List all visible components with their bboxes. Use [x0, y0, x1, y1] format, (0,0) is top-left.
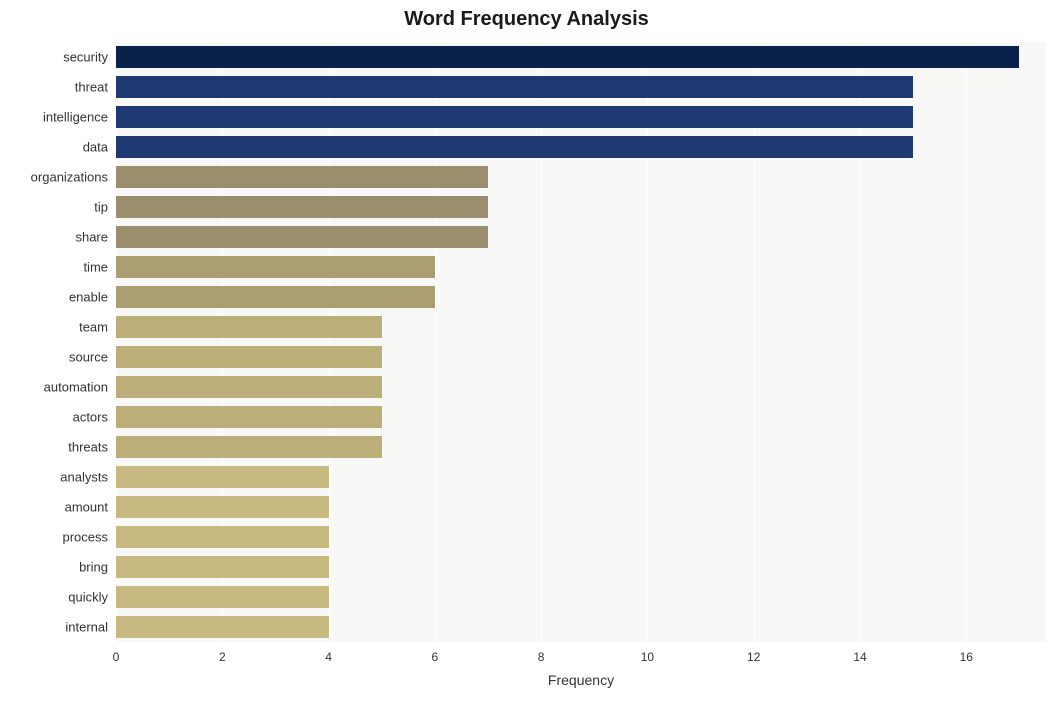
bar-row: [116, 316, 1046, 339]
bar: [116, 616, 329, 639]
bar-row: [116, 556, 1046, 579]
y-tick-label: quickly: [0, 590, 108, 605]
bar: [116, 196, 488, 219]
bar-row: [116, 496, 1046, 519]
bar: [116, 346, 382, 369]
bar: [116, 136, 913, 159]
x-tick-label: 6: [432, 650, 439, 664]
bar: [116, 556, 329, 579]
bar-row: [116, 226, 1046, 249]
gridline: [754, 42, 755, 642]
x-axis-label: Frequency: [116, 672, 1046, 688]
bar: [116, 376, 382, 399]
gridline: [435, 42, 436, 642]
gridline: [116, 42, 117, 642]
gridline: [222, 42, 223, 642]
bar: [116, 286, 435, 309]
bar-row: [116, 346, 1046, 369]
x-tick-label: 16: [960, 650, 973, 664]
y-tick-label: threat: [0, 80, 108, 95]
x-tick-label: 0: [113, 650, 120, 664]
bar: [116, 406, 382, 429]
bar: [116, 166, 488, 189]
bar-row: [116, 196, 1046, 219]
bar: [116, 106, 913, 129]
y-tick-label: bring: [0, 560, 108, 575]
gridline: [541, 42, 542, 642]
bar-row: [116, 616, 1046, 639]
y-tick-label: tip: [0, 200, 108, 215]
bar-row: [116, 586, 1046, 609]
y-tick-label: threats: [0, 440, 108, 455]
word-frequency-chart: Word Frequency Analysis Frequency 0 2 4 6 8 1…: [0, 0, 1053, 701]
y-tick-label: time: [0, 260, 108, 275]
bar: [116, 256, 435, 279]
bar: [116, 586, 329, 609]
bar-row: [116, 526, 1046, 549]
y-tick-label: actors: [0, 410, 108, 425]
x-tick-label: 8: [538, 650, 545, 664]
gridline: [966, 42, 967, 642]
y-tick-label: share: [0, 230, 108, 245]
y-tick-label: internal: [0, 620, 108, 635]
bar-row: [116, 46, 1046, 69]
bar-row: [116, 76, 1046, 99]
y-tick-label: enable: [0, 290, 108, 305]
x-tick-label: 12: [747, 650, 760, 664]
bar-row: [116, 376, 1046, 399]
y-tick-label: amount: [0, 500, 108, 515]
gridline: [860, 42, 861, 642]
y-tick-label: data: [0, 140, 108, 155]
bar: [116, 226, 488, 249]
y-tick-label: organizations: [0, 170, 108, 185]
bar: [116, 46, 1019, 69]
y-tick-label: team: [0, 320, 108, 335]
bar-row: [116, 166, 1046, 189]
bar-row: [116, 256, 1046, 279]
bar-row: [116, 106, 1046, 129]
y-tick-label: intelligence: [0, 110, 108, 125]
bar-row: [116, 136, 1046, 159]
bar-row: [116, 466, 1046, 489]
bar-row: [116, 436, 1046, 459]
y-tick-label: security: [0, 50, 108, 65]
y-tick-label: automation: [0, 380, 108, 395]
x-tick-label: 10: [641, 650, 654, 664]
gridline: [647, 42, 648, 642]
x-tick-label: 4: [325, 650, 332, 664]
y-tick-label: source: [0, 350, 108, 365]
bar: [116, 436, 382, 459]
bar-row: [116, 406, 1046, 429]
x-tick-label: 14: [853, 650, 866, 664]
gridline: [329, 42, 330, 642]
y-tick-label: process: [0, 530, 108, 545]
bar: [116, 526, 329, 549]
bar: [116, 76, 913, 99]
bar: [116, 466, 329, 489]
plot-area: [116, 42, 1046, 642]
x-tick-label: 2: [219, 650, 226, 664]
bar-row: [116, 286, 1046, 309]
chart-title: Word Frequency Analysis: [0, 8, 1053, 31]
y-tick-label: analysts: [0, 470, 108, 485]
bar: [116, 316, 382, 339]
bar: [116, 496, 329, 519]
